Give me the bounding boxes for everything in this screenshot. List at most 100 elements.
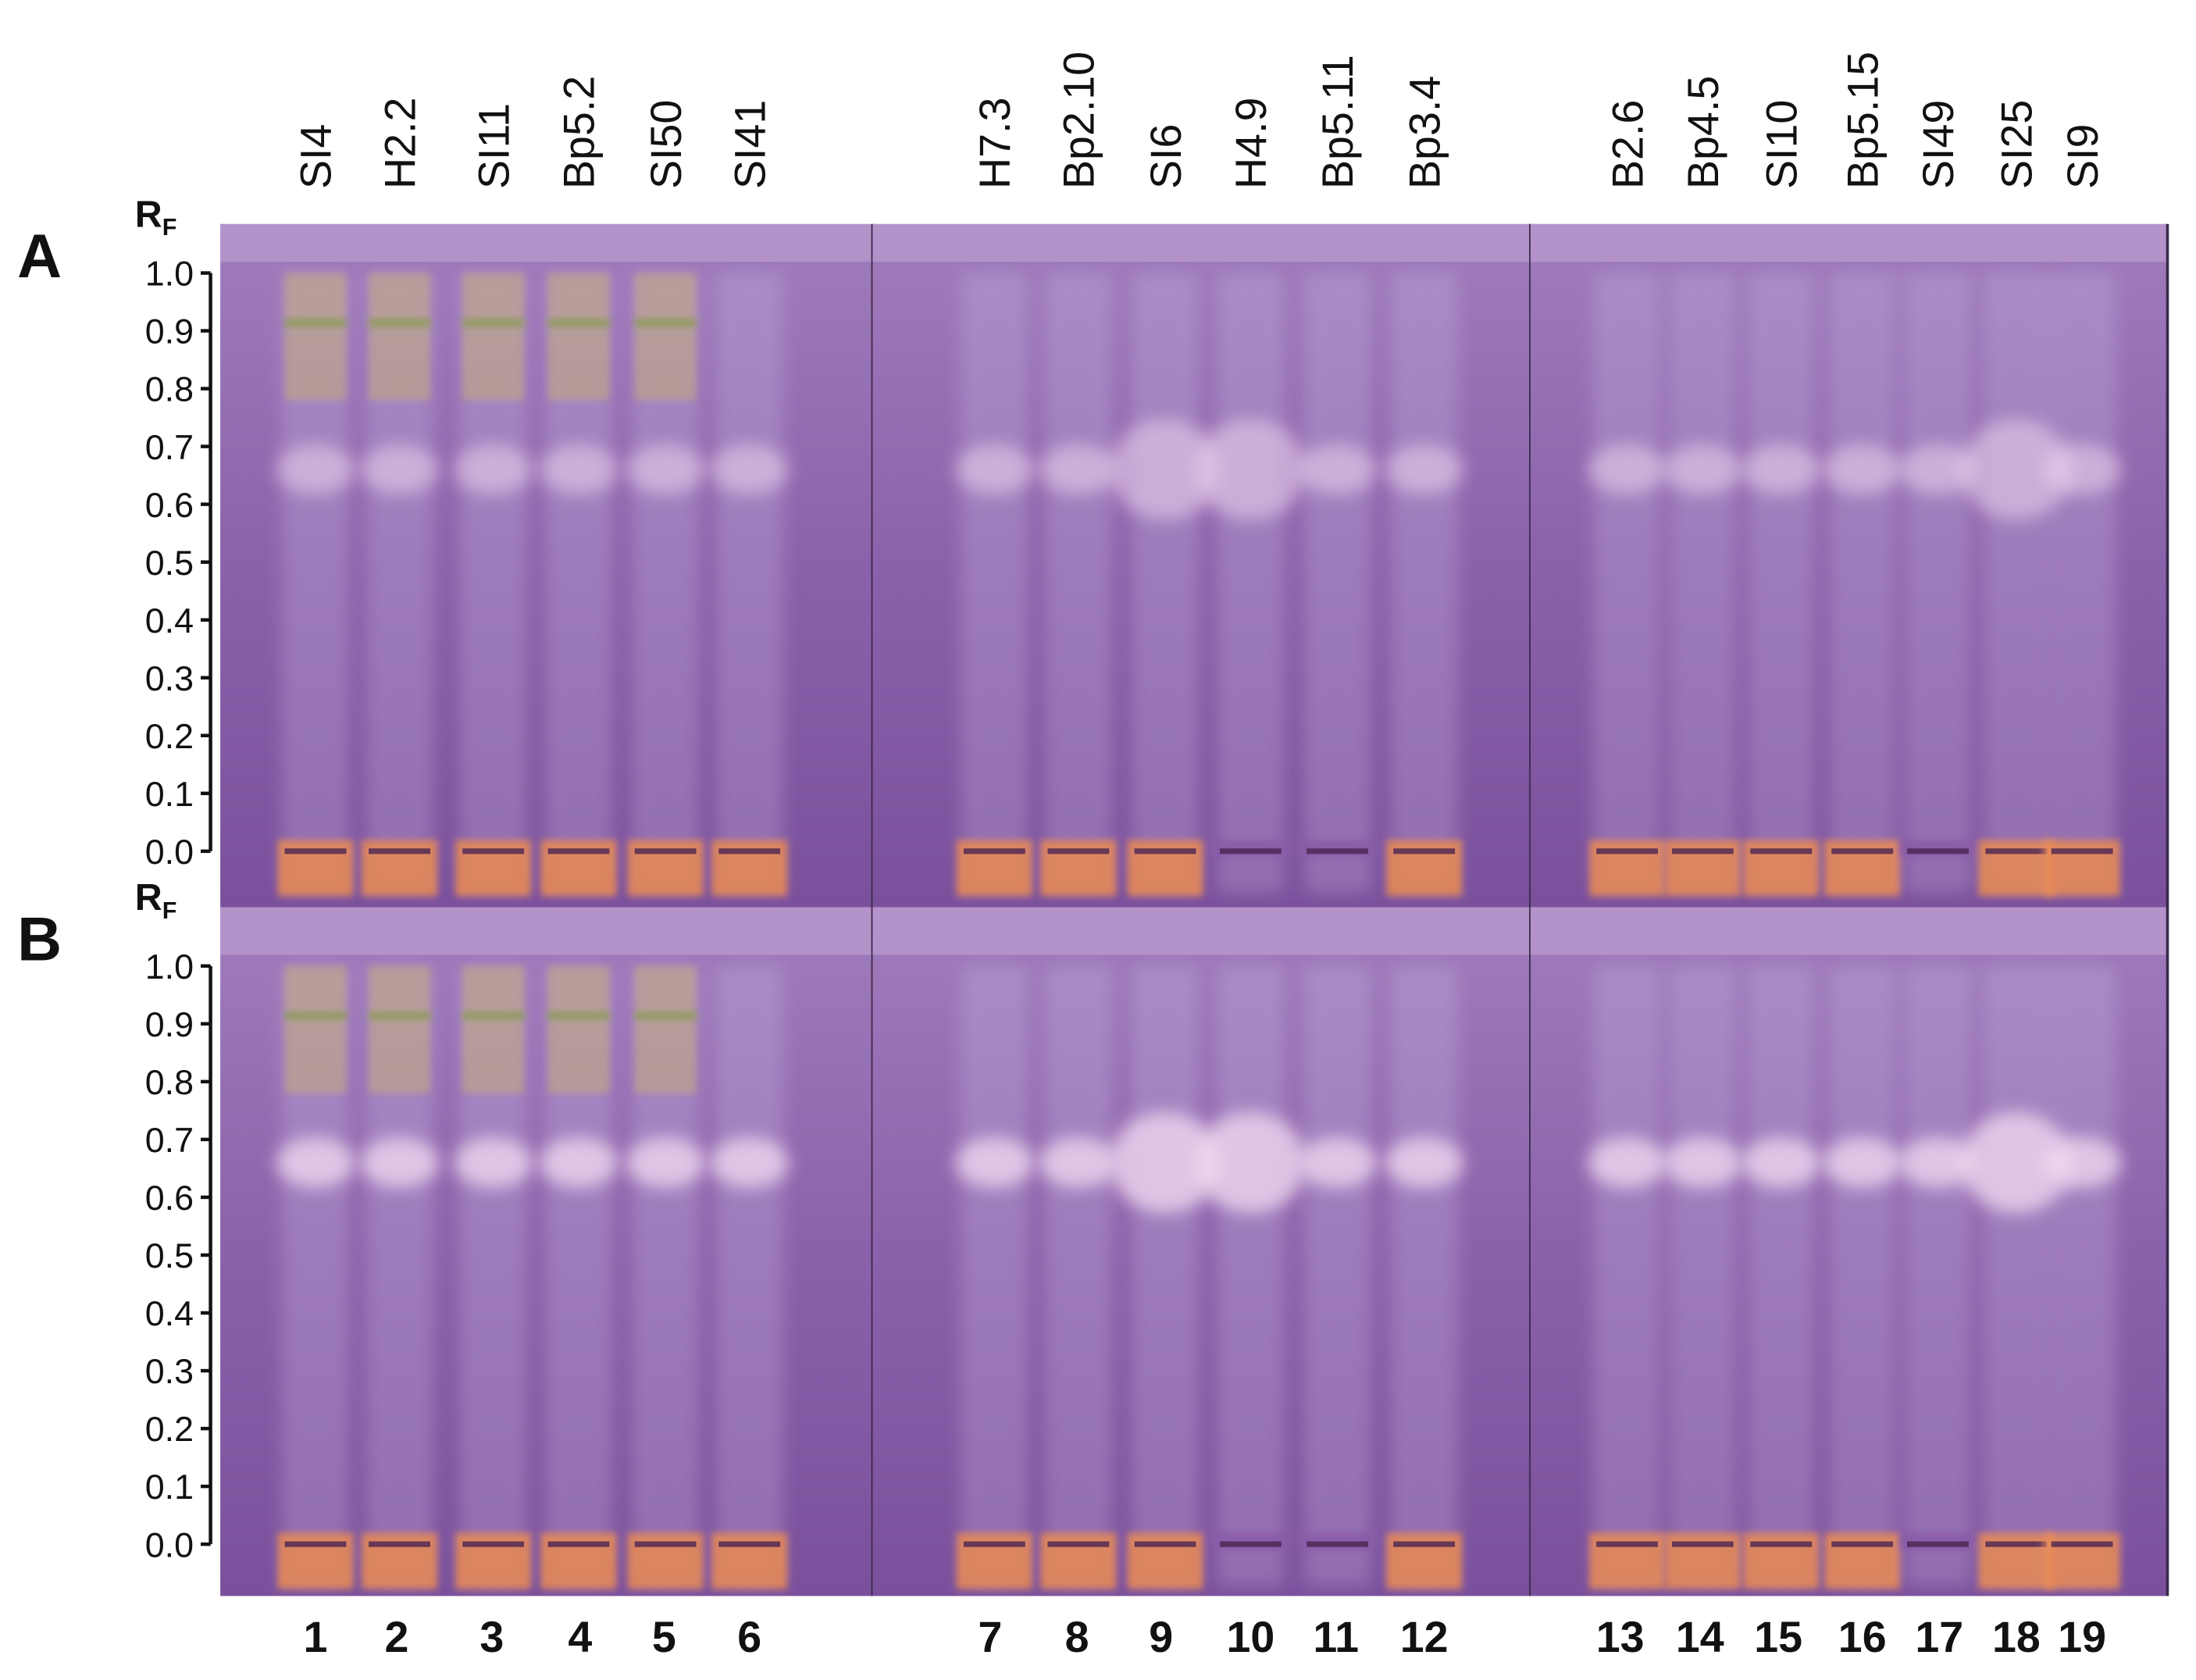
- origin-line: [2051, 1541, 2113, 1547]
- lane: [454, 965, 533, 1589]
- lane-label: SI9: [2059, 124, 2107, 189]
- origin-line: [1750, 1541, 1813, 1547]
- lane-label: SI49: [1914, 100, 1962, 189]
- origin-line: [1307, 1541, 1368, 1547]
- spot: [1898, 444, 1977, 495]
- origin-line: [462, 1541, 525, 1547]
- lane-label: Bp4.5: [1679, 76, 1727, 189]
- origin-line: [2051, 848, 2113, 854]
- plate-top-strip: [220, 223, 873, 262]
- lane: [539, 273, 619, 897]
- origin-line: [1134, 848, 1196, 854]
- lane-streak: [1044, 965, 1112, 1586]
- tick-label: 0.7: [145, 1121, 194, 1160]
- lane-streak: [1747, 965, 1815, 1586]
- origin-line: [462, 848, 525, 854]
- origin-line: [718, 1541, 781, 1547]
- lane-number: 11: [1313, 1613, 1359, 1661]
- plate-top-strip: [872, 223, 1531, 262]
- tick-label: 0.4: [145, 1294, 194, 1333]
- lane-number: 17: [1915, 1613, 1963, 1661]
- spot: [1588, 1137, 1667, 1188]
- spot: [626, 444, 705, 495]
- lane-number: 1: [304, 1613, 328, 1661]
- spot: [360, 1137, 439, 1188]
- lane-streak: [2048, 965, 2116, 1586]
- tick-label: 0.2: [145, 1410, 194, 1449]
- origin-line: [1596, 848, 1658, 854]
- lane: [360, 965, 439, 1589]
- lane-streak: [715, 273, 783, 894]
- lane-streak: [1217, 273, 1285, 894]
- tick-label: 0.9: [145, 1005, 194, 1044]
- lane-number: 15: [1754, 1613, 1802, 1661]
- band: [462, 319, 525, 326]
- lane: [276, 273, 355, 897]
- spot: [1741, 444, 1820, 495]
- spot: [1039, 1137, 1118, 1188]
- band: [634, 319, 697, 326]
- origin-line: [547, 1541, 610, 1547]
- band: [284, 319, 347, 326]
- origin-line: [1047, 848, 1110, 854]
- tick-label: 0.3: [145, 1352, 194, 1391]
- lane-label: Bp3.4: [1400, 76, 1449, 189]
- tick-label: 0.9: [145, 312, 194, 351]
- lane-label: H7.3: [971, 98, 1019, 189]
- origin-line: [1907, 848, 1969, 854]
- spot: [710, 1137, 789, 1188]
- tick-label: 0.4: [145, 601, 194, 640]
- lane-label: H2.2: [376, 98, 424, 189]
- origin-line: [1393, 848, 1456, 854]
- lane-streak: [961, 273, 1028, 894]
- spot: [1385, 1137, 1463, 1188]
- lane-streak: [1044, 273, 1112, 894]
- origin-line: [963, 848, 1025, 854]
- band: [634, 1012, 697, 1020]
- lane-streak: [1904, 273, 1972, 894]
- spot: [1194, 419, 1307, 520]
- lane: [2042, 273, 2122, 897]
- tick-label: 0.8: [145, 1063, 194, 1102]
- pigment-bands: [462, 965, 525, 1093]
- origin-line: [369, 848, 430, 854]
- spot: [2042, 1137, 2122, 1188]
- lane-label: SI11: [469, 103, 518, 189]
- lane-number: 7: [979, 1613, 1003, 1661]
- lane: [1194, 965, 1307, 1586]
- spot: [626, 1137, 705, 1188]
- lane: [1039, 965, 1118, 1589]
- tick-label: 0.0: [145, 1525, 194, 1564]
- lane: [1898, 965, 1977, 1586]
- axis-label-main: R: [135, 193, 162, 235]
- spot: [276, 444, 355, 495]
- tick-label: 0.8: [145, 370, 194, 409]
- band: [547, 1012, 610, 1020]
- lane-number: 4: [568, 1613, 592, 1661]
- lane-number: 8: [1065, 1613, 1089, 1661]
- pigment-bands: [369, 273, 430, 401]
- origin-line: [547, 848, 610, 854]
- tick-label: 0.3: [145, 659, 194, 698]
- origin-line: [1047, 1541, 1110, 1547]
- lane-label: H4.9: [1227, 98, 1275, 189]
- spot: [539, 1137, 619, 1188]
- pigment-bands: [547, 273, 610, 401]
- spot: [1039, 444, 1118, 495]
- lane-streak: [1828, 965, 1896, 1586]
- lane-streak: [1904, 965, 1972, 1586]
- origin-line: [1750, 848, 1813, 854]
- lane-number: 14: [1676, 1613, 1724, 1661]
- tick-label: 0.2: [145, 717, 194, 756]
- lane-streak: [1982, 965, 2050, 1586]
- spot: [955, 444, 1034, 495]
- lane: [360, 273, 439, 897]
- spot: [1109, 1111, 1221, 1214]
- tlc-plates: [220, 223, 2169, 1596]
- lane-label: SI10: [1757, 100, 1806, 189]
- lane: [1960, 273, 2073, 897]
- band: [284, 1012, 347, 1020]
- origin-line: [369, 1541, 430, 1547]
- origin-line: [1134, 1541, 1196, 1547]
